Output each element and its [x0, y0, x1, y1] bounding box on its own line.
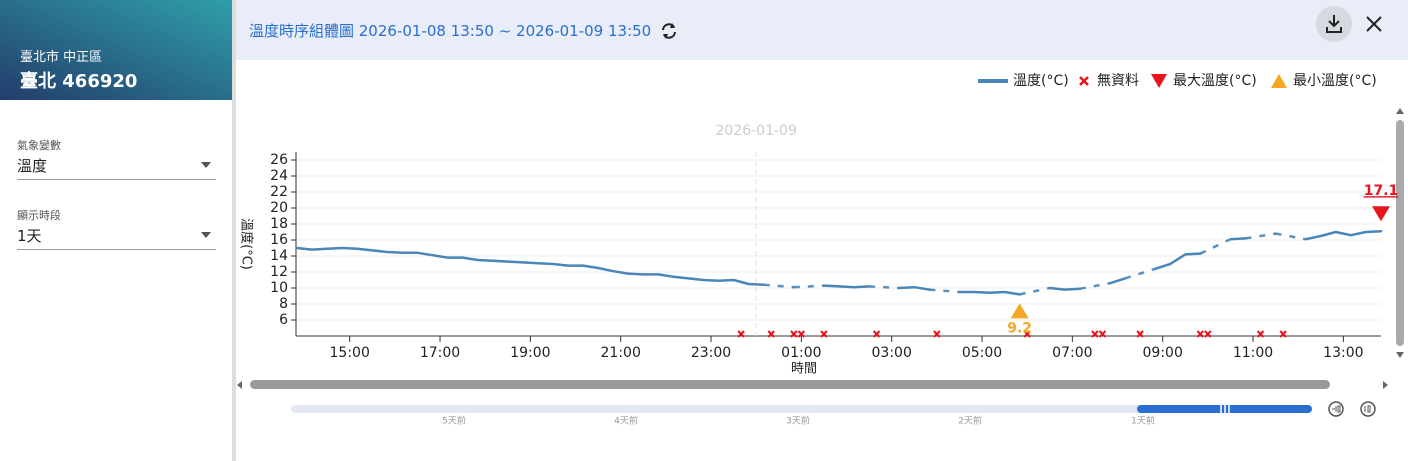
min-marker: [1010, 303, 1029, 319]
temperature-line: [295, 229, 1383, 296]
gap-line: [1245, 232, 1276, 240]
legend-label: 無資料: [1097, 73, 1139, 89]
y-tick-label: 10: [270, 280, 288, 296]
divider: [232, 0, 236, 461]
timeline-label: 4天前: [614, 415, 638, 427]
gap-line: [1275, 232, 1306, 241]
timeline-track[interactable]: [291, 405, 1312, 413]
v-scrollbar[interactable]: [1396, 120, 1404, 346]
no-data-marker: [1204, 330, 1212, 338]
dropdown-arrow: [201, 162, 211, 168]
max-label: 17.1: [1364, 183, 1399, 199]
x-tick-label: 13:00: [1323, 345, 1363, 361]
gap-line: [929, 288, 960, 294]
select-value: 1天: [17, 227, 42, 245]
timeline-label: 5天前: [442, 415, 466, 427]
no-data-marker: [1023, 330, 1031, 338]
x-tick-label: 23:00: [691, 345, 731, 361]
legend-label: 最大溫度(°C): [1173, 73, 1257, 89]
close-button[interactable]: [1364, 14, 1384, 34]
no-data-marker: [1256, 330, 1265, 338]
rewind-button[interactable]: [1328, 401, 1344, 417]
no-data-marker: [1091, 330, 1099, 338]
y-tick-label: 8: [279, 296, 288, 312]
chart-title: 溫度時序組體圖 2026-01-08 13:50 ~ 2026-01-09 13…: [249, 22, 652, 40]
station-header: 臺北市 中正區 臺北 466920: [0, 0, 232, 100]
day-label: 2026-01-09: [716, 123, 797, 139]
download-button[interactable]: [1315, 5, 1353, 43]
field-label: 氣象變數: [17, 139, 61, 152]
x-tick-label: 19:00: [510, 345, 550, 361]
y-tick-label: 6: [279, 312, 288, 328]
variable-select[interactable]: 溫度: [17, 155, 216, 180]
period-select[interactable]: 1天: [17, 225, 216, 250]
x-tick-label: 05:00: [962, 345, 1002, 361]
title-row: 溫度時序組體圖 2026-01-08 13:50 ~ 2026-01-09 13…: [249, 20, 679, 41]
no-data-marker: [767, 330, 775, 338]
no-data-marker: [737, 330, 745, 338]
legend-triangle: [1271, 74, 1287, 88]
no-data-marker: [872, 330, 881, 338]
select-value: 溫度: [17, 157, 48, 175]
legend-triangle: [1151, 74, 1167, 88]
x-tick-label: 15:00: [330, 345, 370, 361]
timeline-label: 1天前: [1131, 415, 1155, 427]
chart-header: 溫度時序組體圖 2026-01-08 13:50 ~ 2026-01-09 13…: [236, 0, 1408, 60]
gap-line: [793, 284, 825, 289]
refresh-button[interactable]: [659, 21, 679, 41]
h-scrollbar[interactable]: [250, 380, 1330, 389]
x-tick-label: 17:00: [420, 345, 460, 361]
no-data-marker: [933, 330, 941, 338]
x-tick-label: 01:00: [781, 345, 821, 361]
gap-line: [869, 285, 900, 290]
x-axis-label: 時間: [791, 362, 817, 377]
timeline-handle[interactable]: [1220, 404, 1230, 414]
x-tick-label: 03:00: [872, 345, 912, 361]
max-marker: [1372, 206, 1390, 222]
field-label: 顯示時段: [17, 209, 61, 222]
legend-label: 溫度(°C): [1013, 73, 1069, 89]
x-tick-label: 11:00: [1233, 345, 1273, 361]
y-tick-label: 14: [270, 248, 288, 264]
gap-line: [1199, 238, 1231, 255]
no-data-marker: [1098, 330, 1107, 338]
min-label: 9.2: [1007, 320, 1032, 336]
y-tick-label: 22: [270, 184, 288, 200]
dropdown-arrow: [201, 232, 211, 238]
timeline-label: 3天前: [786, 415, 810, 427]
legend-x: [1079, 76, 1089, 86]
timeline-label: 2天前: [958, 415, 982, 427]
station: 臺北 466920: [20, 71, 138, 92]
y-tick-label: 26: [270, 152, 288, 168]
location: 臺北市 中正區: [20, 50, 103, 65]
gap-line: [1124, 267, 1156, 280]
y-tick-label: 20: [270, 200, 288, 216]
y-tick-label: 16: [270, 232, 288, 248]
no-data-marker: [1136, 330, 1144, 338]
x-tick-label: 07:00: [1052, 345, 1092, 361]
y-axis-label: 溫度(°C): [239, 218, 255, 270]
legend-label: 最小溫度(°C): [1293, 73, 1377, 89]
no-data-marker: [1196, 330, 1205, 338]
gap-line: [1019, 286, 1051, 296]
x-tick-label: 09:00: [1143, 345, 1183, 361]
no-data-marker: [1279, 330, 1287, 338]
no-data-marker: [797, 330, 806, 338]
no-data-marker: [790, 330, 798, 338]
x-tick-label: 21:00: [601, 345, 641, 361]
gap-line: [763, 283, 794, 289]
forward-button[interactable]: [1360, 401, 1376, 417]
gap-line: [1079, 281, 1111, 291]
y-tick-label: 24: [270, 168, 288, 184]
no-data-marker: [820, 330, 828, 338]
y-tick-label: 12: [270, 264, 288, 280]
y-tick-label: 18: [270, 216, 288, 232]
